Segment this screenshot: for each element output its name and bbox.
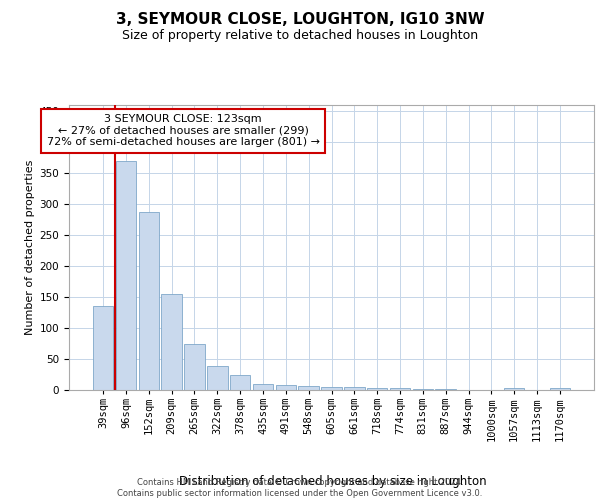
Bar	[139, 212, 159, 390]
Bar	[344, 387, 365, 390]
Text: 3 SEYMOUR CLOSE: 123sqm
← 27% of detached houses are smaller (299)
72% of semi-d: 3 SEYMOUR CLOSE: 123sqm ← 27% of detache…	[47, 114, 320, 148]
Bar	[367, 388, 388, 390]
Y-axis label: Number of detached properties: Number of detached properties	[25, 160, 35, 335]
Bar	[116, 161, 136, 390]
Text: Size of property relative to detached houses in Loughton: Size of property relative to detached ho…	[122, 29, 478, 42]
Bar	[298, 386, 319, 390]
Bar	[550, 388, 570, 390]
Bar	[184, 344, 205, 390]
Bar	[230, 374, 250, 390]
Text: Distribution of detached houses by size in Loughton: Distribution of detached houses by size …	[179, 474, 487, 488]
Bar	[321, 387, 342, 390]
Bar	[504, 388, 524, 390]
Bar	[436, 389, 456, 390]
Text: Contains HM Land Registry data © Crown copyright and database right 2024.
Contai: Contains HM Land Registry data © Crown c…	[118, 478, 482, 498]
Bar	[390, 388, 410, 390]
Bar	[93, 306, 113, 390]
Bar	[413, 389, 433, 390]
Bar	[253, 384, 273, 390]
Bar	[275, 385, 296, 390]
Bar	[161, 294, 182, 390]
Bar	[207, 366, 227, 390]
Text: 3, SEYMOUR CLOSE, LOUGHTON, IG10 3NW: 3, SEYMOUR CLOSE, LOUGHTON, IG10 3NW	[116, 12, 484, 28]
